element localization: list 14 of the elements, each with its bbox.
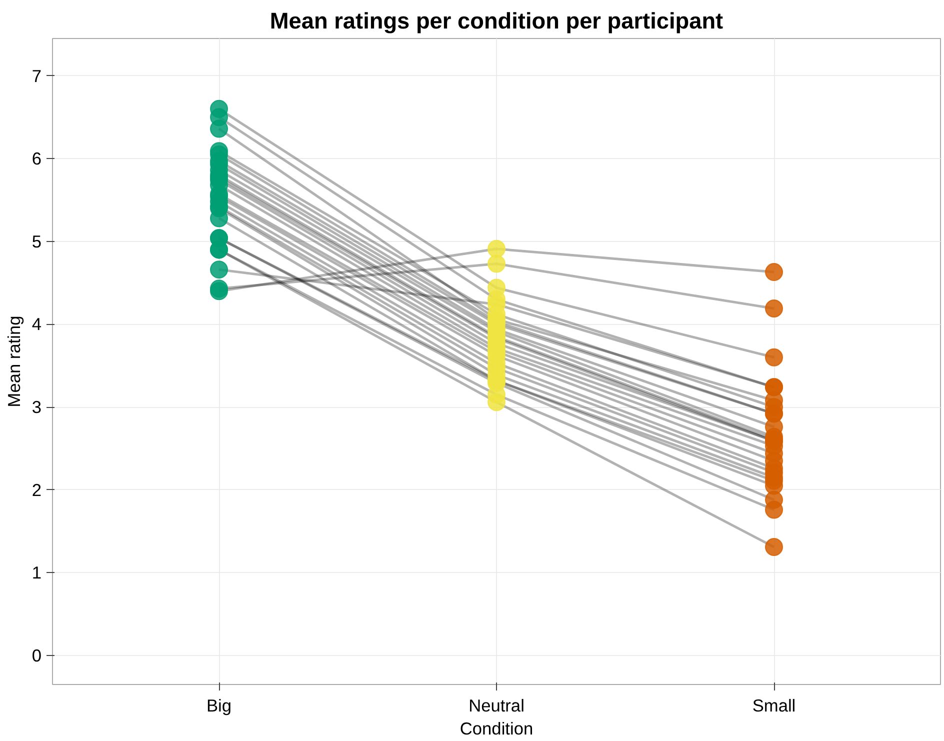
y-tick-label: 1	[32, 562, 42, 583]
x-tick-label: Small	[752, 696, 796, 716]
y-tick-label: 5	[32, 231, 42, 252]
x-axis-title: Condition	[460, 718, 534, 738]
x-tick-label: Big	[206, 696, 232, 716]
y-tick-label: 4	[32, 314, 42, 334]
y-tick-label: 0	[32, 646, 42, 666]
x-tick-label: Neutral	[468, 696, 524, 716]
y-tick-label: 6	[32, 148, 42, 169]
y-tick-label: 7	[32, 66, 42, 86]
chart-title: Mean ratings per condition per participant	[270, 8, 724, 34]
y-tick-label: 2	[32, 480, 42, 500]
y-tick-label: 3	[32, 397, 42, 418]
y-axis-title: Mean rating	[4, 316, 24, 408]
